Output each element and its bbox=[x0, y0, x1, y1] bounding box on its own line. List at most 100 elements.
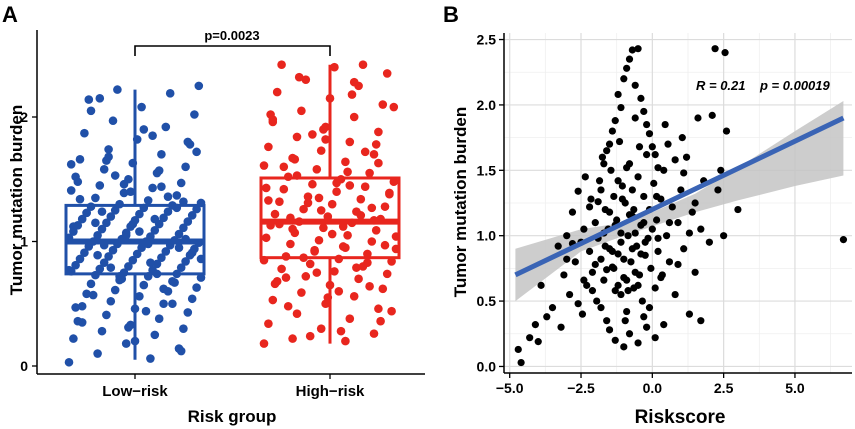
scatter-point bbox=[694, 114, 702, 122]
scatter-point bbox=[560, 271, 568, 279]
scatter-point bbox=[610, 264, 618, 272]
scatter-point bbox=[651, 284, 659, 292]
scatter-point bbox=[603, 147, 611, 155]
point bbox=[174, 229, 184, 239]
point bbox=[159, 213, 168, 223]
scatter-point bbox=[631, 81, 639, 89]
point bbox=[126, 187, 135, 196]
scatter-point bbox=[647, 264, 655, 272]
point bbox=[345, 137, 355, 147]
scatter-point bbox=[605, 140, 614, 148]
point bbox=[303, 198, 313, 208]
point bbox=[277, 60, 286, 70]
scatter-point bbox=[617, 103, 625, 112]
point bbox=[382, 69, 392, 78]
panel-b-xlabel: Riskscore bbox=[635, 407, 726, 428]
scatter-point bbox=[634, 45, 642, 53]
scatter-point bbox=[623, 164, 631, 172]
panel-a-y-ticks: 0 1 2 bbox=[20, 109, 37, 374]
point bbox=[305, 259, 315, 269]
scatter-point bbox=[601, 242, 609, 250]
panel-b-grid bbox=[504, 33, 852, 373]
scatter-point bbox=[654, 164, 662, 172]
point bbox=[341, 336, 350, 346]
point bbox=[365, 168, 374, 178]
y-tick-label: 1 bbox=[20, 234, 28, 250]
point bbox=[354, 274, 363, 284]
scatter-point bbox=[568, 208, 577, 216]
point bbox=[95, 181, 105, 190]
scatter-point bbox=[611, 117, 619, 125]
point bbox=[124, 323, 133, 332]
point bbox=[110, 171, 120, 180]
scatter-point bbox=[621, 317, 629, 325]
scatter-point bbox=[623, 307, 631, 316]
scatter-point bbox=[638, 297, 646, 305]
scatter-point bbox=[578, 310, 587, 318]
point bbox=[124, 262, 133, 271]
scatter-point bbox=[640, 107, 648, 116]
point bbox=[172, 191, 182, 200]
scatter-point bbox=[697, 225, 705, 233]
scatter-point bbox=[839, 236, 848, 244]
scatter-point bbox=[668, 203, 676, 211]
point bbox=[170, 278, 179, 287]
scatter-point bbox=[624, 232, 632, 240]
x-tick-label: −2.5 bbox=[567, 380, 595, 396]
point bbox=[183, 137, 193, 147]
point bbox=[106, 296, 116, 306]
scatter-point bbox=[635, 143, 644, 151]
point bbox=[135, 227, 144, 236]
point bbox=[148, 131, 157, 140]
scatter-point bbox=[665, 219, 674, 227]
scatter-point bbox=[654, 234, 662, 242]
scatter-point bbox=[563, 232, 571, 240]
y-tick-label: 2.0 bbox=[477, 97, 497, 113]
point bbox=[261, 233, 271, 243]
point bbox=[192, 283, 201, 292]
scatter-point bbox=[554, 242, 562, 250]
point bbox=[132, 249, 142, 259]
point bbox=[150, 330, 160, 340]
scatter-point bbox=[597, 255, 605, 263]
point bbox=[330, 267, 339, 276]
scatter-point bbox=[593, 297, 601, 305]
point bbox=[270, 279, 280, 289]
y-tick-label: 0 bbox=[20, 358, 28, 374]
point bbox=[102, 218, 111, 228]
scatter-point bbox=[603, 266, 611, 274]
point bbox=[283, 301, 293, 311]
point bbox=[303, 192, 313, 201]
scatter-point bbox=[531, 321, 539, 329]
scatter-point bbox=[605, 208, 614, 216]
point bbox=[272, 87, 282, 97]
scatter-point bbox=[620, 343, 628, 351]
point bbox=[389, 102, 399, 112]
point bbox=[119, 179, 129, 189]
scatter-point bbox=[708, 111, 716, 119]
point bbox=[369, 329, 379, 338]
scatter-point bbox=[660, 321, 668, 329]
point bbox=[161, 122, 171, 132]
point bbox=[93, 230, 102, 240]
point bbox=[360, 147, 370, 157]
x-tick-label: 5.0 bbox=[785, 380, 805, 396]
point bbox=[150, 225, 160, 235]
point bbox=[264, 319, 273, 328]
point bbox=[99, 164, 109, 174]
scatter-point bbox=[534, 338, 542, 346]
point bbox=[292, 309, 302, 319]
point bbox=[288, 334, 297, 343]
panel-a-letter: A bbox=[2, 2, 18, 27]
point bbox=[270, 209, 280, 219]
point bbox=[341, 243, 350, 253]
point bbox=[187, 211, 197, 220]
scatter-point bbox=[581, 173, 589, 181]
point bbox=[104, 145, 113, 154]
point bbox=[77, 301, 87, 311]
point bbox=[77, 318, 87, 327]
point bbox=[374, 127, 383, 137]
point bbox=[349, 112, 359, 122]
scatter-point bbox=[624, 287, 632, 295]
point bbox=[194, 81, 204, 91]
